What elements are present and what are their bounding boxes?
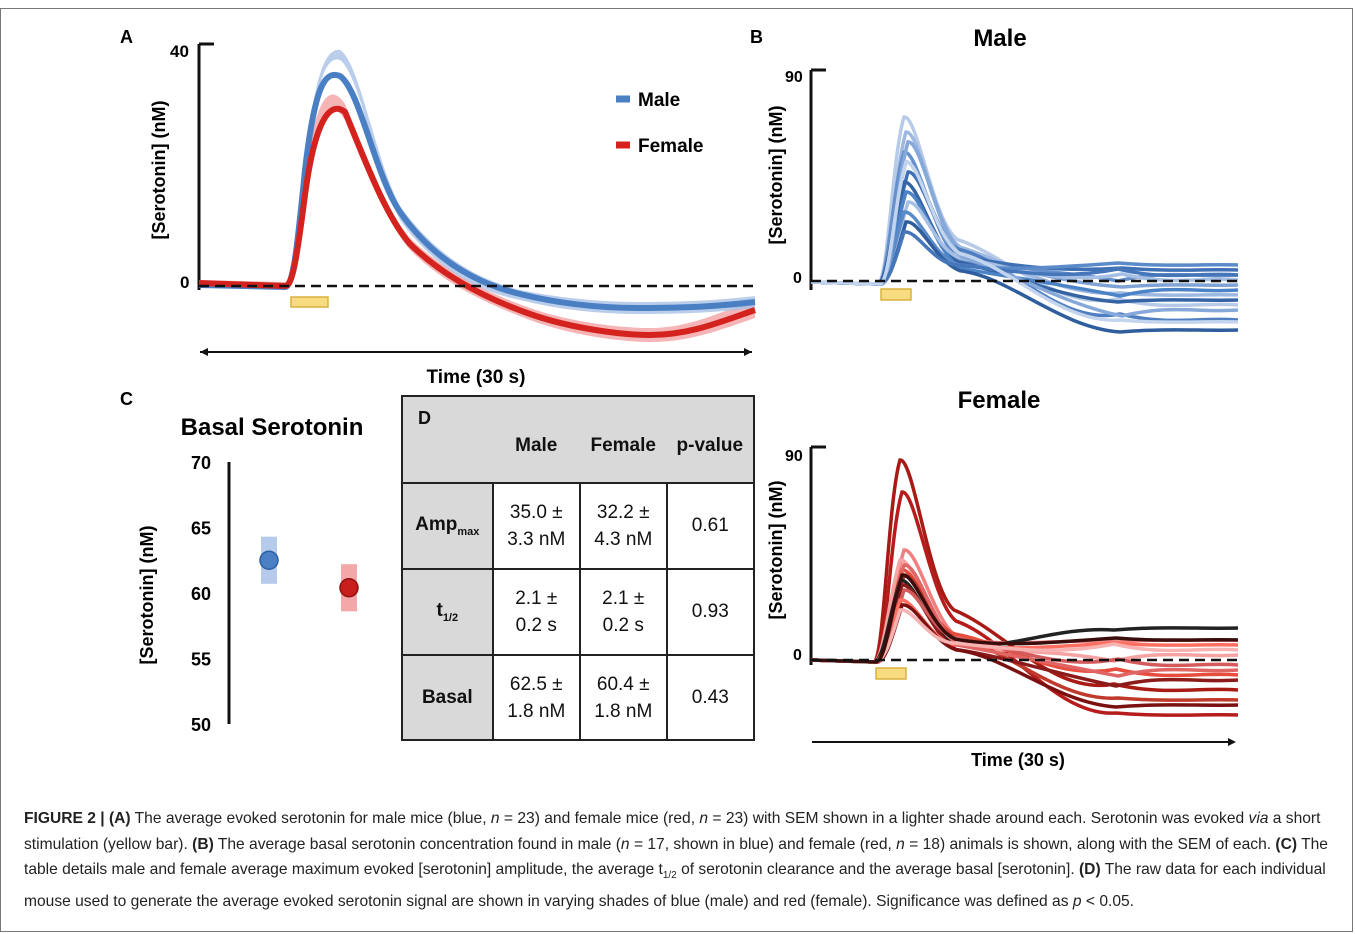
cell-female-basal: 60.4 ±1.8 nM [578,654,668,741]
panel-c-ytick-60: 60 [191,584,211,604]
female-trace [810,573,1239,702]
panel-b-female-ytick-zero: 0 [793,647,802,664]
panel-a-xlabel: Time (30 s) [427,367,526,388]
panel-b-male-title: Male [973,25,1026,52]
panel-b-male-ytick-top: 90 [785,69,803,86]
row-label-ampmax: Ampmax [401,482,494,570]
table-header-male: Male [492,395,580,484]
table-corner [401,395,493,484]
female-trace [810,490,1239,717]
cell-male-basal: 62.5 ±1.8 nM [491,654,581,741]
panel-b-male-ylabel: [Serotonin] (nM) [766,106,786,245]
panel-b-letter: B [750,27,763,47]
panel-b-female-title: Female [958,387,1041,414]
legend-female-label: Female [638,136,703,157]
panel-a-ylabel: [Serotonin] (nM) [149,101,169,240]
female-individual-traces [810,458,1239,717]
female-mean-point [339,578,359,598]
panel-c-ytick-50: 50 [191,715,211,735]
panel-d-table: Male Female p-value Ampmax 35.0 ±3.3 nM … [401,395,756,741]
table-header-female: Female [579,395,667,484]
panel-d-letter: D [418,408,431,428]
female-trace [810,608,1239,664]
panel-c-ytick-70: 70 [191,453,211,473]
cell-p-amp: 0.61 [665,482,756,570]
legend-male-label: Male [638,90,680,111]
panel-b-female-ylabel: [Serotonin] (nM) [766,481,786,620]
panel-a-ytick-top: 40 [170,42,189,61]
male-mean-point [259,550,279,570]
panel-c-ylabel: [Serotonin] (nM) [137,526,157,665]
male-trace [810,160,1239,324]
row-label-basal: Basal [401,654,494,741]
male-trace [810,115,1239,308]
panel-c-points [259,536,359,612]
figure-canvas: A 40 0 [Serotonin] (nM) Time (30 s) Male… [120,25,1239,770]
panel-b-male-ytick-zero: 0 [793,270,802,287]
panel-b-arrow-head [1228,738,1236,746]
cell-female-amp: 32.2 ±4.3 nM [578,482,668,570]
cell-female-thalf: 2.1 ±0.2 s [578,568,668,656]
cell-male-amp: 35.0 ±3.3 nM [491,482,581,570]
panel-a-ytick-zero: 0 [180,273,189,292]
cell-male-thalf: 2.1 ±0.2 s [491,568,581,656]
cell-p-basal: 0.43 [665,654,756,741]
figure-frame [0,8,1353,932]
row-label-thalf: t1/2 [401,568,494,656]
panel-b-male-stim-bar [880,288,912,301]
female-mean-line [198,105,756,339]
panel-c-letter: C [120,389,133,409]
male-mean-line [198,71,756,312]
male-trace [810,230,1239,286]
female-trace [810,573,1239,664]
cell-p-thalf: 0.93 [665,568,756,656]
figure-caption: FIGURE 2 | (A) The average evoked seroto… [24,810,1328,910]
panel-a-stimulation-bar [290,296,329,308]
panel-c-ytick-65: 65 [191,519,211,539]
panel-c-title: Basal Serotonin [181,414,364,441]
panel-b-female-ytick-top: 90 [785,448,803,465]
table-header-pvalue: p-value [666,395,756,484]
male-individual-traces [810,115,1239,334]
panel-c-ytick-55: 55 [191,650,211,670]
panel-c-yticks: 70 65 60 55 50 [191,453,211,735]
panel-a-letter: A [120,27,133,47]
panel-b-female-stim-bar [875,667,907,680]
panel-b-xlabel: Time (30 s) [971,750,1065,770]
female-trace [810,458,1239,693]
